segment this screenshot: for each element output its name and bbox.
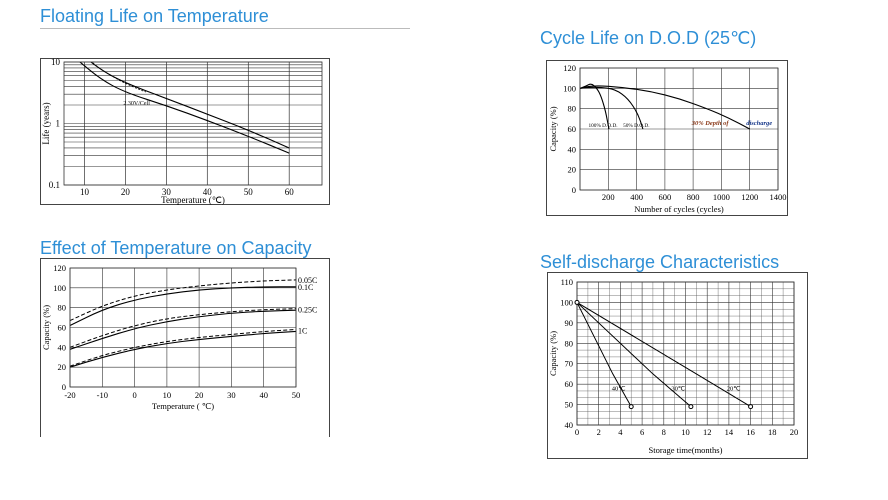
svg-text:discharge: discharge <box>746 120 772 127</box>
svg-text:10: 10 <box>51 58 61 67</box>
svg-text:Capacity (%): Capacity (%) <box>41 305 51 350</box>
svg-text:60: 60 <box>58 323 67 333</box>
svg-text:18: 18 <box>768 427 777 437</box>
svg-text:2.30V/Cell: 2.30V/Cell <box>123 101 150 107</box>
svg-text:0: 0 <box>575 427 579 437</box>
svg-text:120: 120 <box>563 63 576 73</box>
svg-text:0.1C: 0.1C <box>298 283 313 292</box>
svg-text:10: 10 <box>163 390 172 400</box>
svg-text:20℃: 20℃ <box>727 385 742 392</box>
svg-text:20: 20 <box>790 427 799 437</box>
svg-text:50: 50 <box>292 390 301 400</box>
svg-text:30℃: 30℃ <box>671 385 686 392</box>
svg-text:90: 90 <box>565 318 574 328</box>
svg-text:1C: 1C <box>298 327 307 336</box>
svg-text:16: 16 <box>746 427 755 437</box>
svg-text:10: 10 <box>681 427 690 437</box>
svg-text:100: 100 <box>53 283 66 293</box>
svg-text:12: 12 <box>703 427 712 437</box>
svg-text:0: 0 <box>132 390 136 400</box>
svg-text:50: 50 <box>244 187 254 197</box>
svg-text:Temperature (℃): Temperature (℃) <box>161 195 225 205</box>
svg-text:60: 60 <box>565 379 574 389</box>
svg-text:1400: 1400 <box>770 192 787 202</box>
svg-text:-20: -20 <box>64 390 75 400</box>
svg-text:40: 40 <box>565 420 574 430</box>
svg-text:400: 400 <box>630 192 643 202</box>
svg-text:60: 60 <box>285 187 295 197</box>
svg-text:70: 70 <box>565 359 574 369</box>
svg-text:120: 120 <box>53 263 66 273</box>
svg-text:80: 80 <box>58 303 67 313</box>
svg-text:-10: -10 <box>97 390 108 400</box>
svg-text:100: 100 <box>560 297 573 307</box>
svg-text:Capacity (%): Capacity (%) <box>548 106 558 151</box>
svg-text:20: 20 <box>568 165 577 175</box>
svg-text:Capacity (%): Capacity (%) <box>548 331 558 376</box>
svg-text:4: 4 <box>618 427 623 437</box>
svg-text:Storage time(months): Storage time(months) <box>649 445 723 455</box>
svg-text:200: 200 <box>602 192 615 202</box>
svg-text:80: 80 <box>565 338 574 348</box>
svg-text:50: 50 <box>565 400 574 410</box>
svg-text:1: 1 <box>56 119 61 129</box>
svg-text:2: 2 <box>597 427 601 437</box>
svg-text:8: 8 <box>662 427 666 437</box>
svg-text:40℃: 40℃ <box>612 385 627 392</box>
svg-text:0.1: 0.1 <box>49 180 60 190</box>
svg-text:6: 6 <box>640 427 644 437</box>
svg-text:50% D.O.D.: 50% D.O.D. <box>623 123 649 129</box>
svg-text:1000: 1000 <box>713 192 730 202</box>
svg-text:110: 110 <box>561 277 573 287</box>
svg-text:Number of cycles (cycles): Number of cycles (cycles) <box>634 204 724 214</box>
svg-text:10: 10 <box>80 187 90 197</box>
svg-text:30% Depth of: 30% Depth of <box>691 120 730 127</box>
svg-text:100: 100 <box>563 83 576 93</box>
svg-text:60: 60 <box>568 124 577 134</box>
svg-text:40: 40 <box>568 144 577 154</box>
svg-text:Life (years): Life (years) <box>41 102 51 144</box>
svg-text:40: 40 <box>259 390 268 400</box>
svg-text:1200: 1200 <box>741 192 758 202</box>
svg-text:40: 40 <box>58 342 67 352</box>
svg-text:0: 0 <box>572 185 576 195</box>
svg-text:80: 80 <box>568 104 577 114</box>
svg-text:30: 30 <box>227 390 236 400</box>
svg-text:20: 20 <box>195 390 204 400</box>
svg-text:Temperature ( ℃): Temperature ( ℃) <box>152 401 214 411</box>
svg-text:100% D.O.D.: 100% D.O.D. <box>589 123 618 129</box>
svg-text:14: 14 <box>725 427 734 437</box>
svg-text:20: 20 <box>58 362 67 372</box>
svg-text:20: 20 <box>121 187 130 197</box>
svg-text:0.25C: 0.25C <box>298 306 317 315</box>
svg-text:600: 600 <box>659 192 672 202</box>
svg-text:800: 800 <box>687 192 700 202</box>
